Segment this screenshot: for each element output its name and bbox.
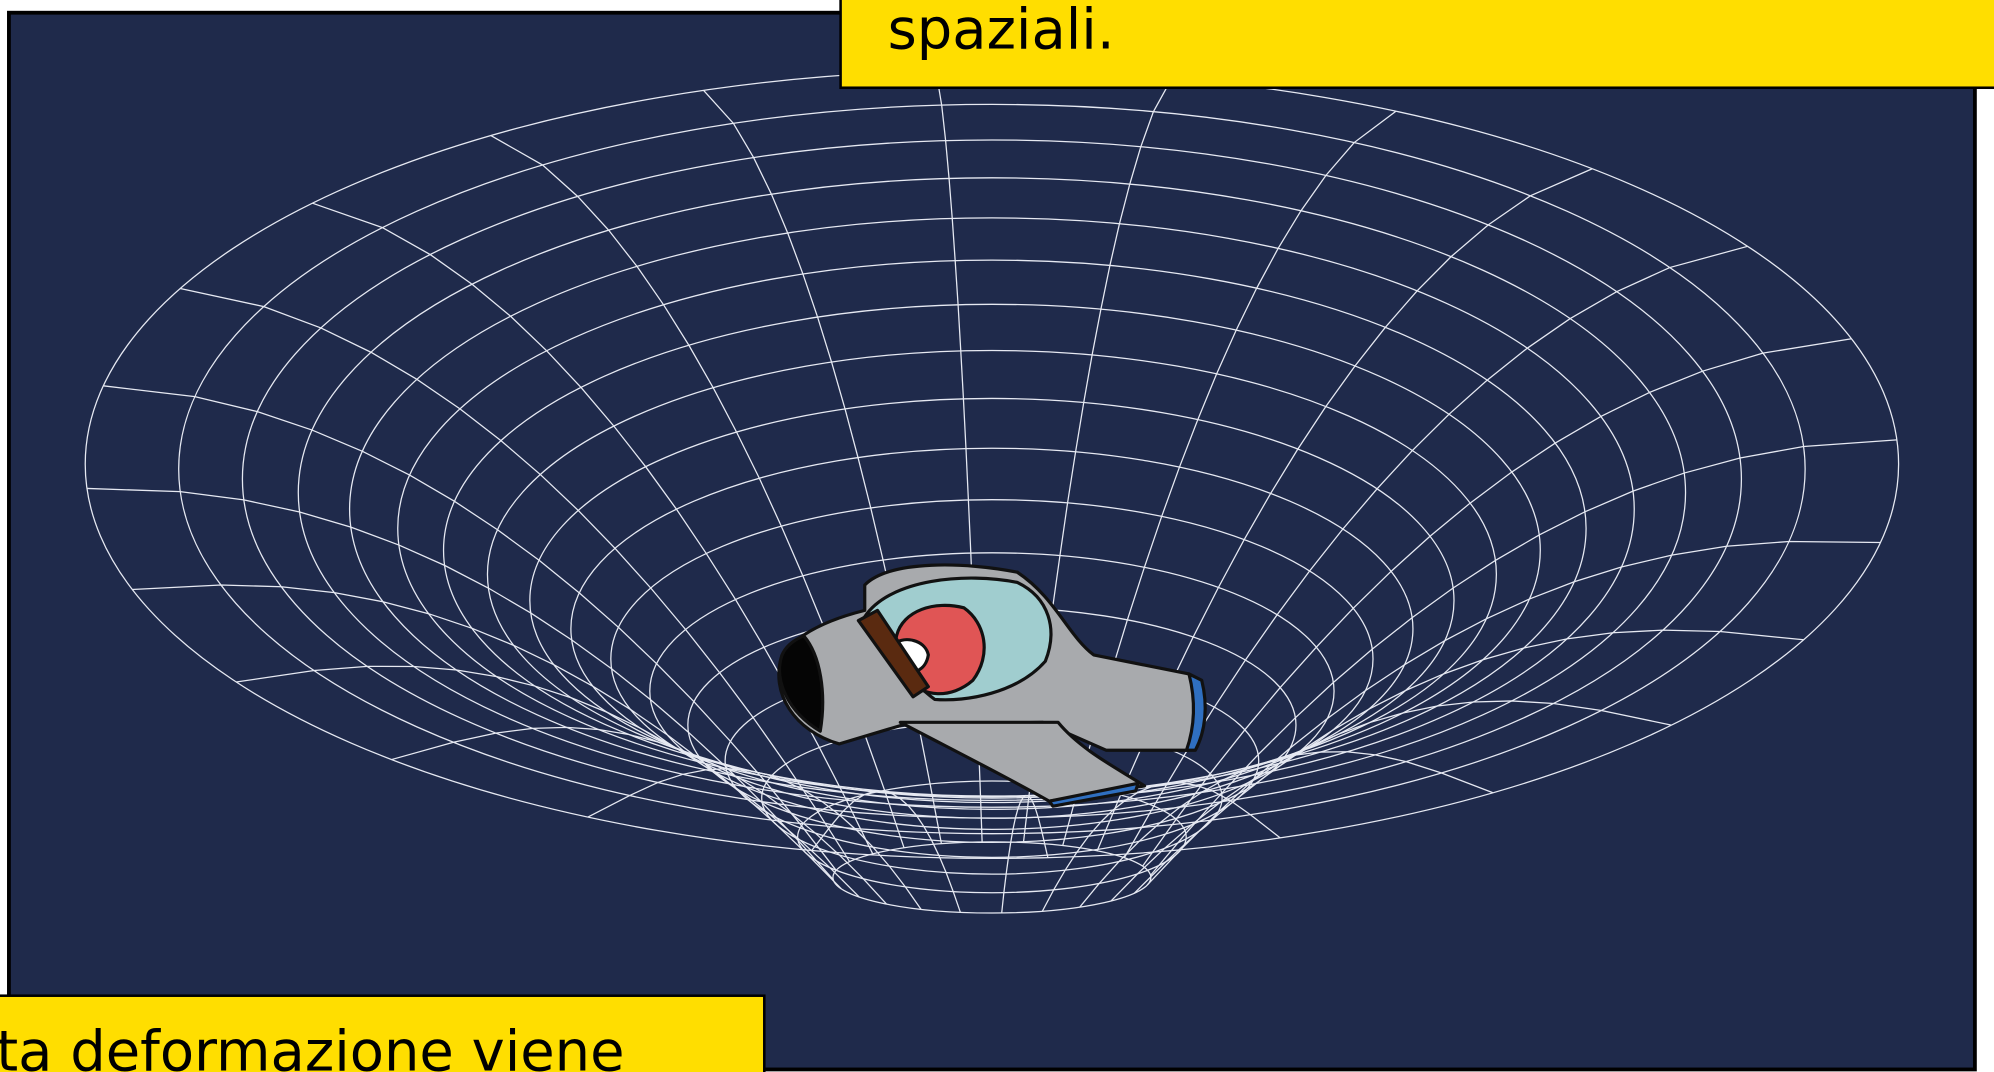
panel-background	[9, 13, 1975, 1070]
page: {"captions": {"top": "spaziali.", "botto…	[0, 0, 1994, 1072]
comic-panel: spaziali. ta deformazione viene	[0, 0, 1994, 1072]
caption-bottom: ta deformazione viene	[0, 1020, 625, 1072]
caption-top: spaziali.	[888, 0, 1115, 62]
